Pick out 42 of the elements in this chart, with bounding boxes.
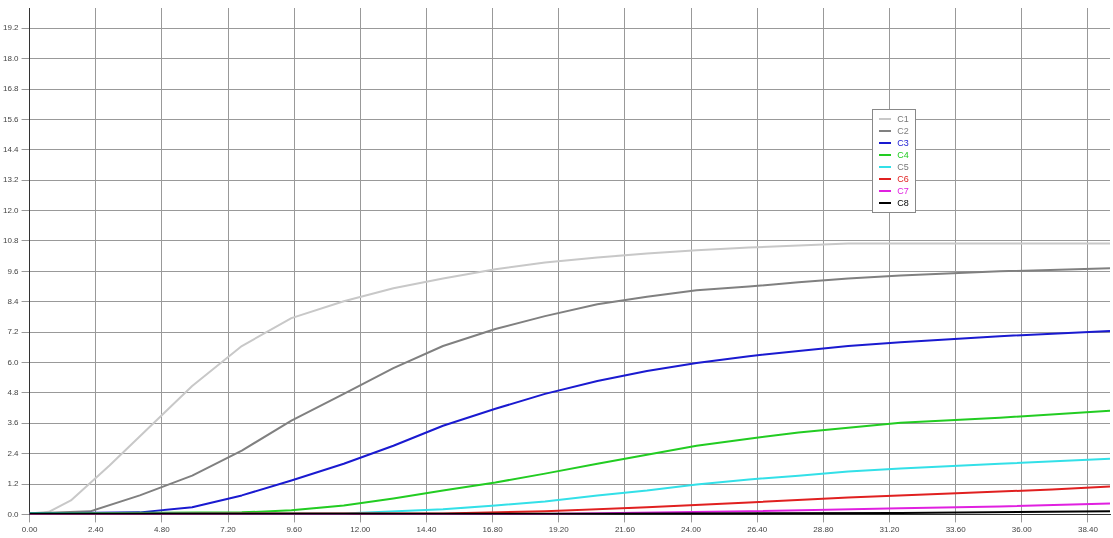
y-tick-label: 14.4: [2, 145, 20, 154]
y-tick-label: 3.6: [7, 418, 20, 428]
legend-label: C4: [897, 149, 909, 162]
x-tick-label: 21.60: [614, 525, 636, 535]
y-tick-label: 4.8: [7, 388, 20, 398]
y-tick-label: 2.4: [7, 448, 20, 458]
x-tick-label: 4.80: [154, 525, 171, 535]
x-tick-label: 16.80: [482, 525, 504, 535]
legend-label: C6: [897, 173, 909, 186]
x-tick-label: 7.20: [220, 525, 237, 535]
x-tick-label: 2.40: [87, 525, 105, 535]
legend-label: C7: [897, 185, 909, 198]
y-tick-label: 8.4: [7, 296, 20, 306]
x-tick-label: 38.40: [1077, 525, 1099, 535]
y-tick-label: 16.8: [2, 84, 20, 94]
y-tick-label: 1.2: [7, 479, 20, 489]
x-tick-label: 33.60: [945, 525, 967, 535]
legend-label: C5: [897, 161, 909, 174]
y-tick-label: 10.8: [2, 236, 20, 246]
x-tick-label: 19.20: [548, 525, 570, 535]
x-tick-label: 9.60: [286, 525, 303, 535]
legend-label: C3: [897, 137, 909, 150]
legend-label: C8: [897, 197, 909, 210]
y-tick-label: 6.0: [7, 357, 20, 367]
x-tick-label: 26.40: [747, 525, 768, 535]
y-tick-label: 9.6: [7, 266, 20, 276]
x-tick-label: 24.00: [681, 525, 702, 535]
x-tick-label: 28.80: [813, 525, 834, 535]
x-tick-label: 0.00: [21, 525, 38, 535]
y-tick-label: 18.0: [2, 53, 20, 63]
y-tick-label: 13.2: [2, 175, 20, 185]
y-tick-label: 15.6: [2, 114, 20, 124]
legend-label: C2: [897, 125, 909, 138]
y-tick-label: 12.0: [2, 205, 20, 215]
x-tick-label: 31.20: [879, 525, 901, 535]
x-tick-label: 36.00: [1011, 525, 1033, 535]
x-tick-label: 14.40: [416, 525, 438, 535]
legend-label: C1: [897, 113, 909, 126]
y-tick-label: 7.2: [7, 327, 20, 337]
y-tick-label: 19.2: [2, 23, 20, 33]
x-tick-label: 12.00: [350, 525, 371, 535]
y-tick-label: 0.0: [7, 509, 20, 519]
